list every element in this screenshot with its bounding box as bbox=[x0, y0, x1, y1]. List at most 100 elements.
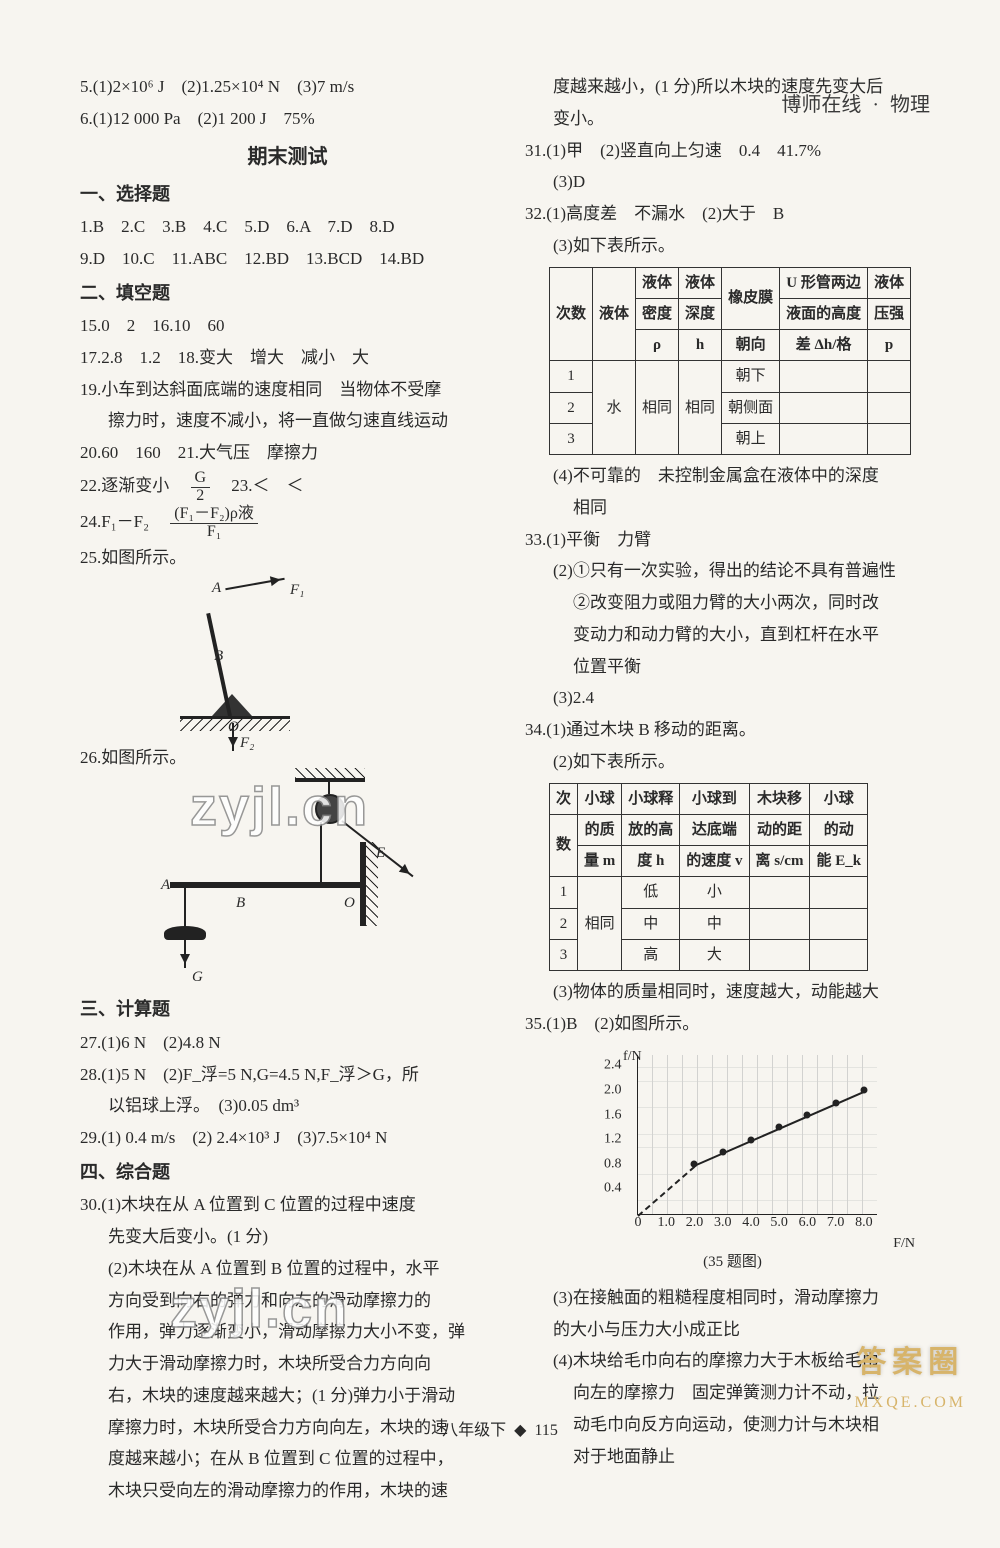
c27: 27.(1)6 N (2)4.8 N bbox=[80, 1028, 495, 1058]
q31b: (3)D bbox=[525, 167, 940, 197]
lbl-o: O bbox=[228, 714, 239, 740]
lbl-o: O bbox=[344, 890, 355, 916]
f20: 20.60 160 21.大气压 摩擦力 bbox=[80, 438, 495, 468]
q31a: 31.(1)甲 (2)竖直向上匀速 0.4 41.7% bbox=[525, 136, 940, 166]
lbl-g: G bbox=[192, 964, 203, 990]
c28b: 以铝球上浮。 (3)0.05 dm³ bbox=[80, 1091, 495, 1121]
f25: 25.如图所示。 bbox=[80, 543, 495, 573]
q33f: (3)2.4 bbox=[525, 683, 940, 713]
td bbox=[868, 361, 911, 392]
cont-a: 度越来越小，(1 分)所以木块的速度先变大后 bbox=[525, 72, 940, 102]
th: 的速度 v bbox=[680, 846, 749, 877]
lbl-f1: F₁ bbox=[290, 577, 304, 603]
badge-bottom: MXQE.COM bbox=[854, 1389, 966, 1417]
f24a: 24.F₁－F₂ bbox=[80, 513, 166, 532]
page-footer: 八年级下 ◆ 115 bbox=[0, 1417, 1000, 1445]
td bbox=[810, 877, 868, 908]
th: 量 m bbox=[578, 846, 622, 877]
td: 3 bbox=[550, 939, 578, 970]
td: 相同 bbox=[679, 361, 722, 455]
th: 木块移 bbox=[749, 783, 810, 814]
d26-rope4 bbox=[184, 888, 186, 928]
watermark-icon: zyjl.cn bbox=[190, 760, 369, 855]
d25-f1-arrow bbox=[225, 577, 284, 589]
frac-d: F₁ bbox=[170, 524, 258, 541]
table-row: 1 相同 低 小 bbox=[550, 877, 868, 908]
q32c: (4)不可靠的 未控制金属盒在液体中的深度 bbox=[525, 461, 940, 491]
lbl-f2: F₂ bbox=[240, 730, 254, 756]
grid bbox=[638, 1055, 877, 1214]
fig-caption: (35 题图) bbox=[525, 1249, 940, 1275]
f22a: 22.逐渐变小 bbox=[80, 476, 186, 495]
td: 3 bbox=[550, 423, 593, 454]
c29: 29.(1) 0.4 m/s (2) 2.4×10³ J (3)7.5×10⁴ … bbox=[80, 1123, 495, 1153]
d26-g-arrow bbox=[184, 940, 186, 968]
td bbox=[810, 939, 868, 970]
th: 的质 bbox=[578, 814, 622, 845]
q32a: 32.(1)高度差 不漏水 (2)大于 B bbox=[525, 199, 940, 229]
th: 液体 bbox=[636, 267, 679, 298]
cont-b: 变小。 bbox=[525, 104, 940, 134]
h-fill: 二、填空题 bbox=[80, 278, 495, 310]
q33a: 33.(1)平衡 力臂 bbox=[525, 525, 940, 555]
watermark-icon: zyjl.cn bbox=[170, 1262, 349, 1357]
th: U 形管两边 bbox=[780, 267, 868, 298]
diagram-25: A B O F₁ F₂ bbox=[170, 577, 310, 737]
f19a: 19.小车到达斜面底端的速度相同 当物体不受摩 bbox=[80, 375, 495, 405]
q33c: ②改变阻力或阻力臂的大小两次，同时改 bbox=[525, 588, 940, 618]
th: 液体 bbox=[679, 267, 722, 298]
td bbox=[810, 908, 868, 939]
frac-n: G bbox=[191, 470, 211, 488]
h-comp: 四、综合题 bbox=[80, 1157, 495, 1189]
q35h: 对于地面静止 bbox=[525, 1442, 940, 1472]
q32b: (3)如下表所示。 bbox=[525, 231, 940, 261]
td: 1 bbox=[550, 877, 578, 908]
d26-beam bbox=[170, 882, 360, 888]
chart-35: f/N 01.02.03.04.05.06.07.08.0 0.40.81.21… bbox=[595, 1045, 895, 1245]
td: 1 bbox=[550, 361, 593, 392]
f19b: 擦力时，速度不减小，将一直做匀速直线运动 bbox=[80, 406, 495, 436]
th: 度 h bbox=[622, 846, 680, 877]
td: 高 bbox=[622, 939, 680, 970]
q34b: (2)如下表所示。 bbox=[525, 747, 940, 777]
lbl-a: A bbox=[161, 872, 170, 898]
td bbox=[780, 392, 868, 423]
th: 的动 bbox=[810, 814, 868, 845]
th: 朝向 bbox=[722, 330, 780, 361]
choice-line2: 9.D 10.C 11.ABC 12.BD 13.BCD 14.BD bbox=[80, 244, 495, 274]
th: 离 s/cm bbox=[749, 846, 810, 877]
td: 中 bbox=[680, 908, 749, 939]
td bbox=[780, 423, 868, 454]
f24: 24.F₁－F₂ (F₁－F₂)ρ液 F₁ bbox=[80, 506, 495, 541]
th: 液体 bbox=[868, 267, 911, 298]
th: 动的距 bbox=[749, 814, 810, 845]
th: 深度 bbox=[679, 298, 722, 329]
th: 达底端 bbox=[680, 814, 749, 845]
td: 相同 bbox=[636, 361, 679, 455]
q5: 5.(1)2×10⁶ J (2)1.25×10⁴ N (3)7 m/s bbox=[80, 72, 495, 102]
f15: 15.0 2 16.10 60 bbox=[80, 311, 495, 341]
th: 密度 bbox=[636, 298, 679, 329]
foot-page: 115 bbox=[534, 1422, 557, 1439]
frac-n: (F₁－F₂)ρ液 bbox=[170, 506, 258, 524]
th: 压强 bbox=[868, 298, 911, 329]
choice-line1: 1.B 2.C 3.B 4.C 5.D 6.A 7.D 8.D bbox=[80, 212, 495, 242]
exam-title: 期末测试 bbox=[80, 140, 495, 175]
td: 大 bbox=[680, 939, 749, 970]
q32d: 相同 bbox=[525, 493, 940, 523]
q34c: (3)物体的质量相同时，速度越大，动能越大 bbox=[525, 977, 940, 1007]
h-calc: 三、计算题 bbox=[80, 994, 495, 1026]
th: 橡皮膜 bbox=[722, 267, 780, 330]
table-34: 次 小球 小球释 小球到 木块移 小球 数 的质 放的高 达底端 动的距 的动 … bbox=[549, 783, 868, 972]
frac-d: 2 bbox=[191, 488, 211, 505]
td: 2 bbox=[550, 908, 578, 939]
f17: 17.2.8 1.2 18.变大 增大 减小 大 bbox=[80, 343, 495, 373]
td: 朝上 bbox=[722, 423, 780, 454]
td: 小 bbox=[680, 877, 749, 908]
foot-grade: 八年级下 bbox=[442, 1422, 506, 1439]
th: 小球 bbox=[810, 783, 868, 814]
q35c: (3)在接触面的粗糙程度相同时，滑动摩擦力 bbox=[525, 1283, 940, 1313]
th: p bbox=[868, 330, 911, 361]
th: 次数 bbox=[550, 267, 593, 361]
q33d: 变动力和动力臂的大小，直到杠杆在水平 bbox=[525, 620, 940, 650]
